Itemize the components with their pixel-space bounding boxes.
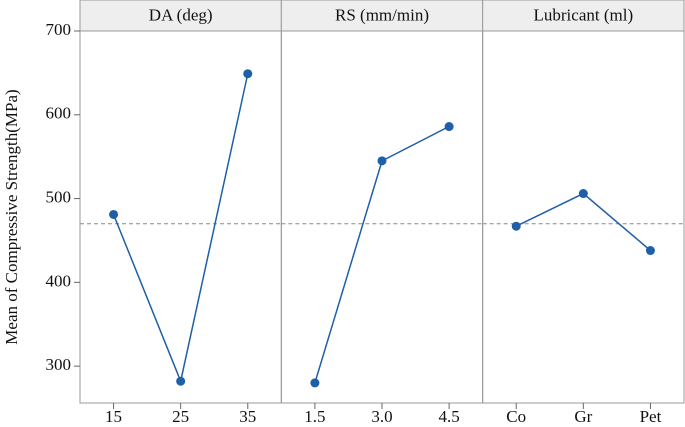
x-tick-label: 25 <box>172 407 189 426</box>
x-tick-label: 1.5 <box>304 407 325 426</box>
x-tick-label: Pet <box>640 407 662 426</box>
data-point <box>176 376 186 386</box>
x-tick-label: Co <box>506 407 526 426</box>
panel-frame <box>482 30 685 404</box>
panel-header <box>482 0 685 32</box>
y-axis-label: Mean of Compressive Strength(MPa) <box>2 89 21 344</box>
data-point <box>578 189 588 199</box>
x-tick-label: 4.5 <box>438 407 459 426</box>
y-tick-label: 500 <box>46 187 72 206</box>
panel-header <box>79 0 282 32</box>
data-point <box>645 246 655 256</box>
y-tick-label: 700 <box>46 20 72 39</box>
x-tick-label: 3.0 <box>371 407 392 426</box>
x-tick-label: Gr <box>574 407 592 426</box>
data-point <box>377 156 387 166</box>
panel-frame <box>280 30 484 404</box>
y-tick-label: 600 <box>46 104 72 123</box>
data-point <box>109 209 119 219</box>
data-point <box>444 122 454 132</box>
y-tick-label: 400 <box>46 271 72 290</box>
data-point <box>511 221 521 231</box>
panel-title: DA (deg) <box>149 5 213 24</box>
y-tick-label: 300 <box>46 355 72 374</box>
x-tick-label: 15 <box>105 407 122 426</box>
data-point <box>243 69 253 79</box>
panel-title: RS (mm/min) <box>335 5 429 24</box>
x-tick-label: 35 <box>239 407 256 426</box>
panel-title: Lubricant (ml) <box>534 5 634 24</box>
data-line <box>112 73 249 384</box>
data-line <box>515 192 651 252</box>
data-point <box>310 378 320 388</box>
